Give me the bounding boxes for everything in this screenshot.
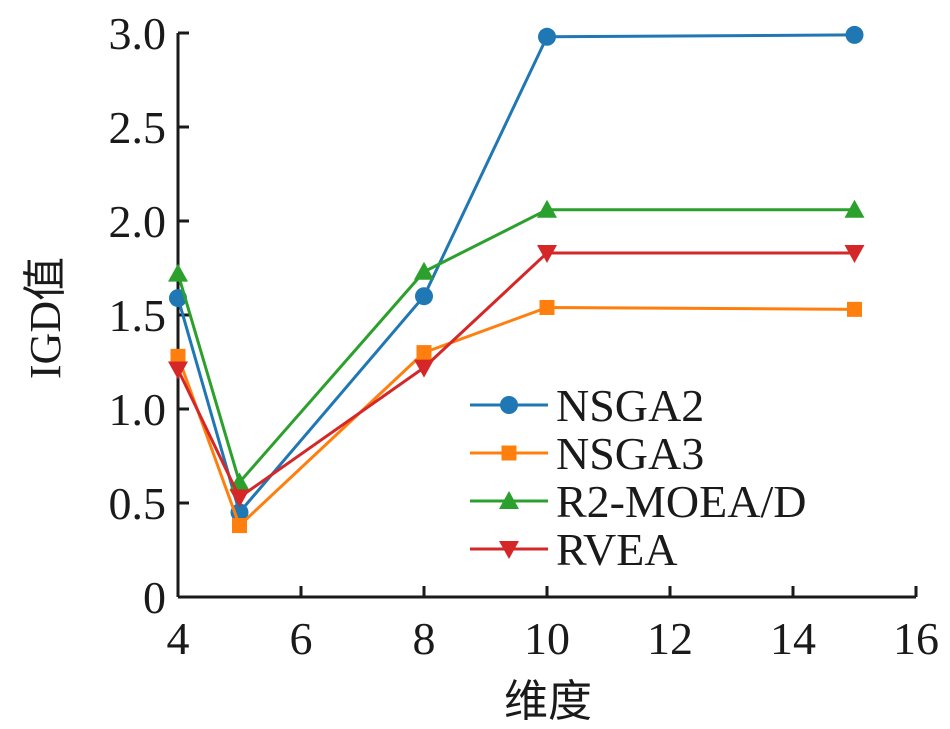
y-tick-label: 1.0: [109, 384, 167, 435]
x-tick-label: 10: [524, 613, 570, 664]
series-rvea: [168, 244, 865, 508]
x-tick-label: 16: [893, 613, 939, 664]
legend-item-rvea: RVEA: [470, 524, 678, 575]
x-tick-label: 8: [413, 613, 436, 664]
x-tick-label: 4: [167, 613, 190, 664]
data-point-nsga3: [232, 518, 247, 534]
y-tick-label: 0: [143, 572, 166, 623]
data-point-nsga3: [170, 348, 186, 364]
legend-item-nsga3: NSGA3: [470, 428, 704, 479]
legend-item-nsga2: NSGA2: [470, 380, 704, 431]
data-point-nsga3: [539, 299, 555, 315]
data-point-r2-moea-d: [168, 263, 188, 282]
y-tick-label: 3.0: [109, 8, 167, 59]
series-nsga3: [170, 299, 862, 534]
legend-label-rvea: RVEA: [556, 524, 678, 575]
x-tick-label: 6: [290, 613, 313, 664]
data-point-r2-moea-d: [537, 199, 557, 218]
series-line-r2-moea-d: [176, 208, 855, 484]
data-point-r2-moea-d: [414, 261, 434, 280]
y-tick-label: 2.0: [109, 196, 167, 247]
data-point-nsga3: [416, 345, 432, 361]
legend-marker-r2-moea-d: [499, 491, 519, 509]
y-tick-label: 2.5: [109, 102, 167, 153]
data-point-rvea: [844, 244, 865, 263]
data-point-r2-moea-d: [844, 199, 865, 218]
y-tick-label: 1.5: [109, 290, 167, 341]
x-tick-label: 12: [647, 613, 693, 664]
series-line-rvea: [176, 251, 855, 499]
legend-marker-rvea: [499, 541, 519, 559]
legend-item-r2-moea-d: R2-MOEA/D: [470, 476, 806, 527]
axis-ticks: 4 6 8 10 12 14 16 0 0.5 1.0 1.5 2.0 2.5 3.0: [109, 8, 940, 664]
x-tick-label: 14: [770, 613, 816, 664]
data-point-nsga2: [538, 27, 556, 46]
legend-label-nsga2: NSGA2: [556, 380, 704, 431]
series-line-nsga2: [176, 33, 855, 514]
x-axis-title: 维度: [504, 676, 592, 727]
y-tick-label: 0.5: [109, 478, 167, 529]
data-point-rvea: [168, 361, 188, 380]
data-point-rvea: [229, 489, 250, 508]
legend-marker-nsga3: [501, 445, 517, 461]
data-point-rvea: [537, 244, 557, 263]
legend-label-r2-moea-d: R2-MOEA/D: [556, 476, 806, 527]
legend-marker-nsga2: [500, 396, 518, 414]
data-series: [168, 25, 865, 534]
data-point-rvea: [414, 359, 434, 378]
series-nsga2: [169, 25, 864, 522]
data-point-nsga2: [845, 25, 864, 44]
data-point-nsga3: [847, 301, 862, 317]
y-axis-title: IGD值: [21, 257, 70, 379]
data-point-nsga2: [415, 287, 433, 306]
legend-label-nsga3: NSGA3: [556, 428, 704, 479]
